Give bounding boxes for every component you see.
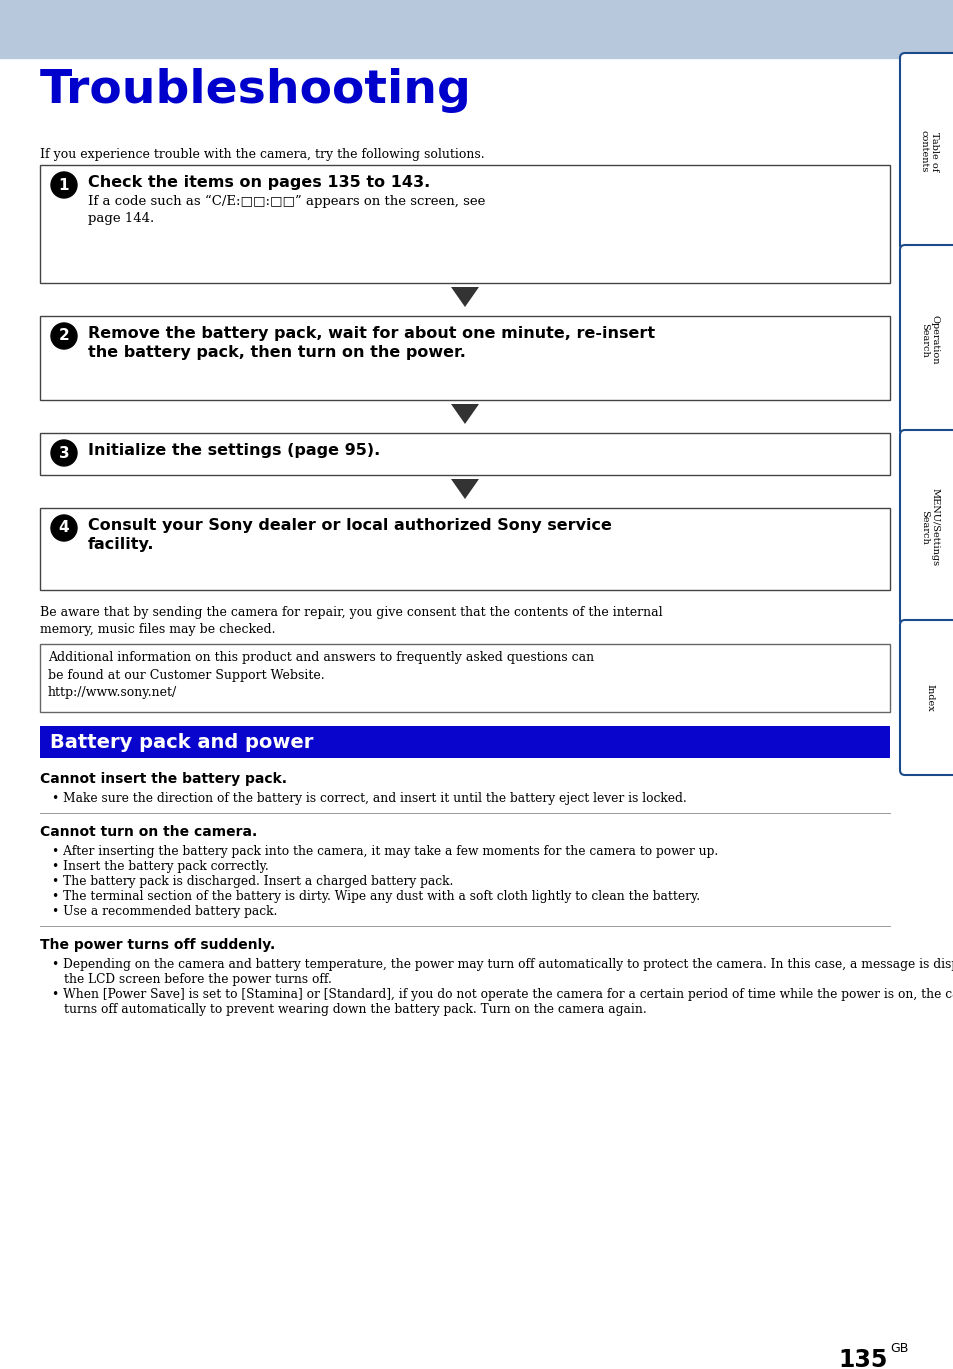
Polygon shape: [451, 479, 478, 498]
Text: • Depending on the camera and battery temperature, the power may turn off automa: • Depending on the camera and battery te…: [52, 958, 953, 971]
FancyBboxPatch shape: [899, 430, 953, 626]
Text: 135: 135: [838, 1348, 887, 1369]
Text: turns off automatically to prevent wearing down the battery pack. Turn on the ca: turns off automatically to prevent weari…: [64, 1003, 646, 1016]
Circle shape: [51, 323, 77, 349]
Text: • After inserting the battery pack into the camera, it may take a few moments fo: • After inserting the battery pack into …: [52, 845, 718, 858]
FancyBboxPatch shape: [899, 245, 953, 435]
Text: Cannot insert the battery pack.: Cannot insert the battery pack.: [40, 772, 287, 786]
Bar: [40, 316, 889, 400]
Bar: [0, 0, 953, 57]
Text: If a code such as “C/E:□□:□□” appears on the screen, see
page 144.: If a code such as “C/E:□□:□□” appears on…: [88, 194, 485, 225]
Circle shape: [51, 515, 77, 541]
Bar: [40, 726, 889, 758]
Text: • The terminal section of the battery is dirty. Wipe any dust with a soft cloth : • The terminal section of the battery is…: [52, 890, 700, 904]
Text: 4: 4: [59, 520, 70, 535]
Text: The power turns off suddenly.: The power turns off suddenly.: [40, 938, 275, 951]
Polygon shape: [451, 404, 478, 424]
Text: Battery pack and power: Battery pack and power: [50, 732, 313, 752]
Text: • The battery pack is discharged. Insert a charged battery pack.: • The battery pack is discharged. Insert…: [52, 875, 453, 888]
Text: Initialize the settings (page 95).: Initialize the settings (page 95).: [88, 444, 380, 459]
Text: Check the items on pages 135 to 143.: Check the items on pages 135 to 143.: [88, 175, 430, 190]
Circle shape: [51, 439, 77, 465]
FancyBboxPatch shape: [899, 53, 953, 251]
Bar: [40, 433, 889, 475]
Text: Operation
Search: Operation Search: [919, 315, 938, 364]
Text: If you experience trouble with the camera, try the following solutions.: If you experience trouble with the camer…: [40, 148, 484, 162]
Text: 3: 3: [59, 445, 70, 460]
Text: MENU/Settings
Search: MENU/Settings Search: [919, 489, 938, 567]
Text: • Use a recommended battery pack.: • Use a recommended battery pack.: [52, 905, 277, 919]
Text: Be aware that by sending the camera for repair, you give consent that the conten: Be aware that by sending the camera for …: [40, 606, 662, 637]
Bar: [40, 643, 889, 712]
Text: Additional information on this product and answers to frequently asked questions: Additional information on this product a…: [48, 652, 594, 700]
Bar: [40, 508, 889, 590]
Text: GB: GB: [889, 1342, 907, 1355]
Text: • Insert the battery pack correctly.: • Insert the battery pack correctly.: [52, 860, 269, 873]
Text: • Make sure the direction of the battery is correct, and insert it until the bat: • Make sure the direction of the battery…: [52, 793, 686, 805]
Bar: [40, 166, 889, 283]
Text: 2: 2: [58, 329, 70, 344]
Polygon shape: [451, 287, 478, 307]
Text: 1: 1: [59, 178, 70, 193]
Text: • When [Power Save] is set to [Stamina] or [Standard], if you do not operate the: • When [Power Save] is set to [Stamina] …: [52, 988, 953, 1001]
Circle shape: [51, 172, 77, 199]
Text: Consult your Sony dealer or local authorized Sony service
facility.: Consult your Sony dealer or local author…: [88, 517, 611, 552]
FancyBboxPatch shape: [899, 620, 953, 775]
Text: Remove the battery pack, wait for about one minute, re-insert
the battery pack, : Remove the battery pack, wait for about …: [88, 326, 655, 360]
Text: Index: Index: [924, 683, 933, 712]
Text: Cannot turn on the camera.: Cannot turn on the camera.: [40, 826, 257, 839]
Text: the LCD screen before the power turns off.: the LCD screen before the power turns of…: [64, 973, 332, 986]
Text: Troubleshooting: Troubleshooting: [40, 68, 472, 114]
Text: Table of
contents: Table of contents: [919, 130, 938, 172]
